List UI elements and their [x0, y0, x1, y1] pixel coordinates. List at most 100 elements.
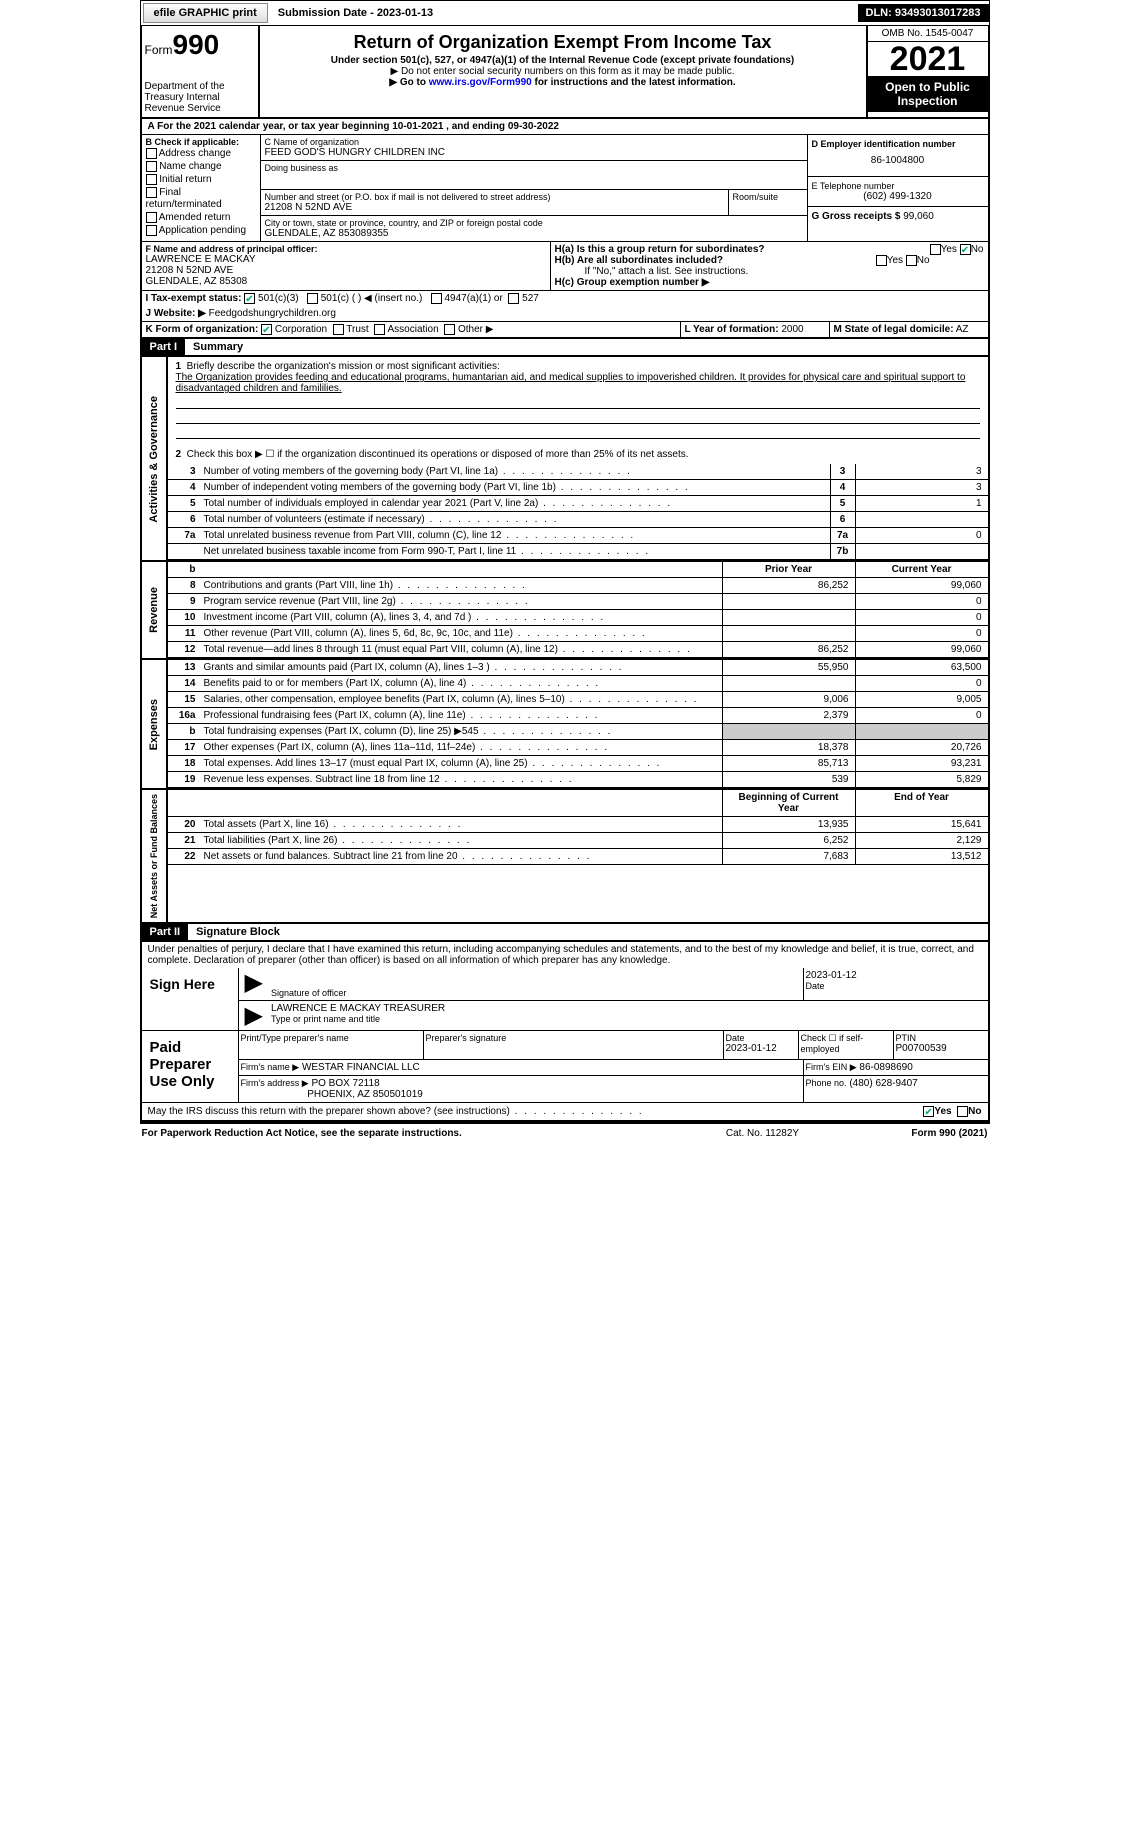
f-lbl: F Name and address of principal officer: [146, 244, 546, 254]
fein-lbl: Firm's EIN ▶ [806, 1062, 857, 1072]
revenue-section: Revenue bPrior YearCurrent Year 8Contrib… [140, 562, 990, 660]
addr: 21208 N 52ND AVE [265, 202, 724, 213]
chk-address[interactable]: Address change [159, 148, 231, 159]
gross-receipts: 99,060 [903, 211, 934, 222]
top-bar: efile GRAPHIC print Submission Date - 20… [140, 0, 990, 26]
d-lbl: D Employer identification number [812, 139, 984, 149]
side-na: Net Assets or Fund Balances [147, 790, 161, 922]
print-name-lbl: Type or print name and title [271, 1014, 986, 1024]
pchk[interactable]: Check ☐ if self-employed [801, 1033, 891, 1054]
irs-link[interactable]: www.irs.gov/Form990 [429, 77, 532, 88]
faddr2: PHOENIX, AZ 850501019 [307, 1089, 423, 1100]
faddr-lbl: Firm's address ▶ [241, 1078, 309, 1088]
l1-lbl: Briefly describe the organization's miss… [187, 361, 500, 372]
hb-note: If "No," attach a list. See instructions… [555, 266, 984, 277]
chk-initial[interactable]: Initial return [159, 174, 211, 185]
foot-r: Form 990 (2021) [838, 1128, 988, 1139]
foot-l: For Paperwork Reduction Act Notice, see … [142, 1128, 688, 1139]
l2-text: Check this box ▶ ☐ if the organization d… [187, 449, 689, 460]
ein: 86-1004800 [812, 149, 984, 172]
chk-pending[interactable]: Application pending [159, 225, 246, 236]
hb-lbl: H(b) Are all subordinates included? [555, 255, 724, 266]
psig-lbl: Preparer's signature [426, 1033, 721, 1043]
officer-addr1: 21208 N 52ND AVE [146, 265, 546, 276]
org-name: FEED GOD'S HUNGRY CHILDREN INC [265, 147, 803, 158]
part2-badge: Part II [142, 924, 189, 940]
may-discuss: May the IRS discuss this return with the… [148, 1106, 644, 1117]
section-b-to-g: B Check if applicable: Address change Na… [140, 135, 990, 242]
line-a: A For the 2021 calendar year, or tax yea… [142, 119, 988, 134]
ha-no[interactable]: No [971, 244, 984, 255]
signature-block: Sign Here ▶ Signature of officer 2023-01… [140, 968, 990, 1122]
declaration: Under penalties of perjury, I declare th… [140, 942, 990, 968]
efile-button[interactable]: efile GRAPHIC print [143, 3, 268, 23]
ha-yes[interactable]: Yes [941, 244, 957, 255]
activities-governance: Activities & Governance 1 Briefly descri… [140, 357, 990, 562]
dba-lbl: Doing business as [265, 163, 803, 173]
prior-year-hdr: Prior Year [722, 562, 855, 577]
part1-title: Summary [185, 339, 251, 355]
m-lbl: M State of legal domicile: [834, 324, 954, 335]
chk-name[interactable]: Name change [159, 161, 221, 172]
section-f-h: F Name and address of principal officer:… [140, 242, 990, 291]
chk-501c3[interactable]: ✔ [244, 293, 255, 304]
submission-date: Submission Date - 2023-01-13 [270, 4, 441, 22]
mission-text: The Organization provides feeding and ed… [176, 372, 966, 394]
net-assets-section: Net Assets or Fund Balances Beginning of… [140, 790, 990, 924]
chk-amended[interactable]: Amended return [159, 212, 231, 223]
room-lbl: Room/suite [733, 192, 803, 202]
c-name-lbl: C Name of organization [265, 137, 803, 147]
eoy-hdr: End of Year [855, 790, 988, 816]
fphone: (480) 628-9407 [849, 1078, 917, 1089]
side-ag: Activities & Governance [146, 392, 162, 527]
pdate-lbl: Date [726, 1033, 796, 1043]
part1-badge: Part I [142, 339, 186, 355]
current-year-hdr: Current Year [855, 562, 988, 577]
paid-prep-lbl: Paid Preparer Use Only [142, 1031, 239, 1102]
goto-post: for instructions and the latest informat… [532, 77, 736, 88]
city: GLENDALE, AZ 853089355 [265, 228, 803, 239]
officer-printed: LAWRENCE E MACKAY TREASURER [271, 1003, 986, 1014]
expenses-section: Expenses 13Grants and similar amounts pa… [140, 660, 990, 790]
hb-yes[interactable]: Yes [887, 255, 903, 266]
hb-no[interactable]: No [917, 255, 930, 266]
form-subtitle: Under section 501(c), 527, or 4947(a)(1)… [264, 55, 862, 66]
officer-name: LAWRENCE E MACKAY [146, 254, 546, 265]
hc-lbl: H(c) Group exemption number ▶ [555, 277, 710, 288]
fein: 86-0898690 [859, 1062, 912, 1073]
tax-year: 2021 [868, 42, 988, 76]
faddr1: PO BOX 72118 [311, 1078, 379, 1089]
ptin-lbl: PTIN [896, 1033, 986, 1043]
g-lbl: G Gross receipts $ [812, 211, 901, 222]
chk-final[interactable]: Final return/terminated [146, 188, 222, 210]
boy-hdr: Beginning of Current Year [722, 790, 855, 816]
b-header: B Check if applicable: [146, 137, 256, 147]
page-footer: For Paperwork Reduction Act Notice, see … [140, 1122, 990, 1143]
firm-lbl: Firm's name ▶ [241, 1062, 300, 1072]
website[interactable]: Feedgodshungrychildren.org [206, 308, 336, 319]
date-lbl: Date [806, 981, 986, 991]
pname-lbl: Print/Type preparer's name [241, 1033, 421, 1043]
firm: WESTAR FINANCIAL LLC [302, 1062, 420, 1073]
dept: Department of the Treasury Internal Reve… [145, 81, 255, 114]
goto-pre: ▶ Go to [389, 77, 428, 88]
sign-here-lbl: Sign Here [142, 968, 239, 1030]
sig-officer-lbl: Signature of officer [271, 988, 801, 998]
ptin: P00700539 [896, 1043, 986, 1054]
side-rev: Revenue [146, 583, 162, 637]
open-to-public: Open to Public Inspection [868, 76, 988, 112]
dln: DLN: 93493013017283 [858, 4, 989, 22]
note-ssn: ▶ Do not enter social security numbers o… [264, 66, 862, 77]
year-formed: 2000 [781, 324, 803, 335]
form-header: Form990 Department of the Treasury Inter… [140, 26, 990, 119]
city-lbl: City or town, state or province, country… [265, 218, 803, 228]
k-lbl: K Form of organization: [146, 324, 259, 335]
arrow-icon-2: ▶ [239, 1001, 269, 1030]
form-prefix: Form [145, 43, 173, 57]
officer-addr2: GLENDALE, AZ 85308 [146, 276, 546, 287]
i-lbl: I Tax-exempt status: [146, 293, 242, 304]
l-lbl: L Year of formation: [685, 324, 779, 335]
form-number: 990 [173, 29, 220, 60]
foot-c: Cat. No. 11282Y [688, 1128, 838, 1139]
side-exp: Expenses [146, 695, 162, 754]
